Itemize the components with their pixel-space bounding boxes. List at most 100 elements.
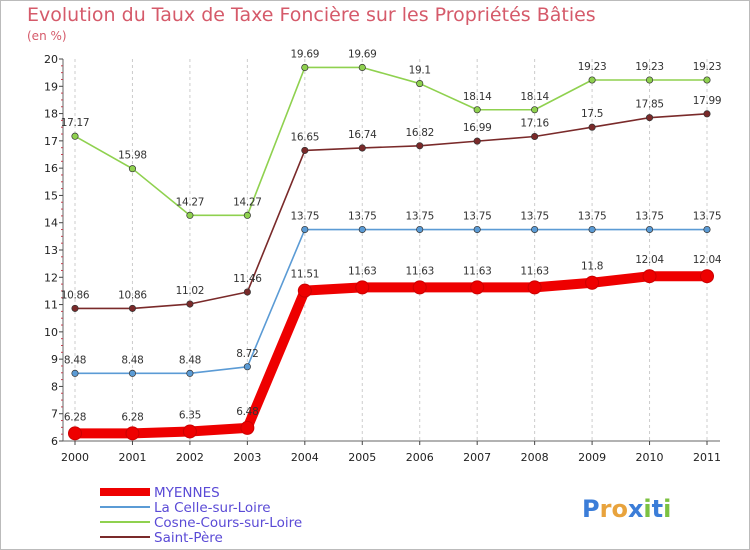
data-point	[703, 225, 711, 234]
data-point	[358, 225, 366, 234]
data-point	[470, 280, 485, 295]
legend-label: MYENNES	[154, 485, 220, 501]
x-tick-label: 2003	[233, 451, 261, 464]
data-label: 11.02	[176, 285, 205, 297]
data-label: 17.5	[581, 108, 603, 120]
series-line	[74, 228, 708, 375]
data-point	[186, 369, 194, 377]
data-point	[473, 137, 481, 145]
y-tick-label: 10	[44, 326, 58, 339]
data-label: 18.14	[520, 91, 549, 103]
data-point	[473, 106, 481, 114]
series-myennes: 6.28 6.28 6.35 6.48 11.51 11.63 11.63 11.63 11.6…	[64, 254, 722, 441]
legend-label: Saint-Père	[154, 530, 223, 546]
y-tick-label: 19	[44, 80, 58, 93]
data-label: 13.75	[405, 211, 434, 223]
data-point	[416, 80, 424, 88]
data-point	[125, 426, 140, 441]
data-label: 17.99	[693, 95, 722, 107]
data-label: 11.46	[233, 273, 262, 285]
series-line	[70, 271, 712, 439]
data-point	[68, 426, 82, 441]
data-label: 16.74	[348, 129, 377, 141]
data-point	[416, 142, 424, 150]
data-label: 16.65	[291, 131, 320, 143]
x-tick-label: 2008	[521, 451, 549, 464]
x-tick-label: 2010	[636, 451, 664, 464]
logo-letter: P	[582, 495, 600, 523]
data-point	[588, 123, 596, 131]
data-point	[700, 269, 714, 284]
data-point	[645, 76, 654, 84]
data-label: 14.27	[233, 196, 262, 208]
data-label: 13.75	[291, 211, 320, 223]
legend-label: Cosne-Cours-sur-Loire	[154, 515, 302, 531]
data-point	[645, 114, 654, 122]
data-label: 8.72	[236, 348, 258, 360]
x-tick-label: 2011	[693, 451, 721, 464]
logo-letter: i	[663, 495, 671, 523]
data-point	[588, 76, 596, 84]
logo-text: Proxiti	[582, 495, 671, 523]
data-label: 19.69	[291, 48, 320, 60]
y-tick-label: 9	[51, 353, 58, 366]
y-tick-label: 14	[44, 217, 58, 230]
data-label: 13.75	[463, 211, 492, 223]
series-la-celle-sur-loire: 8.48 8.48 8.48 8.72 13.75 13.75 13.75 13.75 13.7…	[64, 211, 722, 377]
data-label: 13.75	[635, 211, 664, 223]
data-label: 19.23	[578, 61, 607, 73]
data-label: 8.48	[121, 354, 143, 366]
chart-title: Evolution du Taux de Taxe Foncière sur l…	[27, 4, 596, 26]
data-label: 6.35	[179, 409, 201, 421]
data-point	[182, 424, 197, 439]
data-point	[355, 280, 370, 295]
data-point	[642, 269, 657, 284]
chart-subtitle: (en %)	[27, 29, 67, 43]
data-point	[243, 363, 251, 371]
data-point	[703, 76, 711, 84]
data-label: 19.23	[693, 61, 722, 73]
x-tick-label: 2007	[463, 451, 491, 464]
data-label: 6.28	[64, 411, 86, 423]
data-point	[297, 283, 312, 298]
data-label: 16.82	[405, 127, 434, 139]
y-tick-label: 12	[44, 271, 58, 284]
y-tick-label: 15	[44, 189, 58, 202]
data-point	[416, 225, 424, 234]
data-point	[527, 280, 542, 295]
data-label: 18.14	[463, 91, 492, 103]
data-point	[128, 165, 137, 173]
data-label: 13.75	[520, 211, 549, 223]
x-tick-label: 2001	[118, 451, 146, 464]
data-label: 12.04	[693, 254, 722, 266]
data-point	[531, 132, 539, 141]
data-point	[412, 280, 427, 295]
data-label: 15.98	[118, 150, 147, 162]
data-label: 13.75	[693, 211, 722, 223]
y-tick-label: 8	[51, 380, 58, 393]
series-line	[74, 66, 708, 217]
data-point	[531, 225, 539, 234]
proxiti-logo: Proxiti	[582, 495, 671, 523]
data-point	[186, 211, 194, 219]
data-label: 11.63	[405, 265, 434, 277]
data-point	[128, 369, 137, 377]
x-tick-label: 2005	[348, 451, 376, 464]
x-tick-label: 2009	[578, 451, 606, 464]
data-point	[71, 304, 79, 312]
logo-letter: i	[643, 495, 651, 523]
data-label: 11.63	[348, 265, 377, 277]
data-label: 19.23	[635, 61, 664, 73]
x-tick-label: 2006	[406, 451, 434, 464]
legend-label: La Celle-sur-Loire	[154, 500, 271, 516]
data-label: 6.28	[121, 411, 143, 423]
data-point	[645, 225, 654, 234]
data-label: 8.48	[179, 354, 201, 366]
data-label: 19.69	[348, 48, 377, 60]
data-label: 14.27	[176, 196, 205, 208]
data-point	[71, 132, 79, 140]
data-point	[301, 146, 309, 154]
data-label: 16.99	[463, 122, 492, 134]
data-label: 17.17	[61, 117, 90, 129]
x-tick-label: 2002	[176, 451, 204, 464]
